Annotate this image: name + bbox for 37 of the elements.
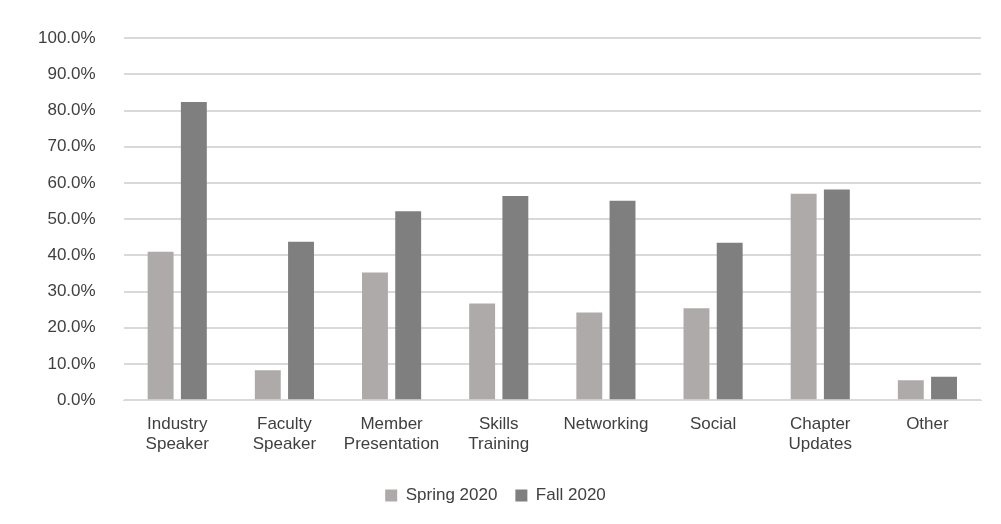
x-tick-label: Member Presentation xyxy=(343,414,440,454)
y-tick-label: 60.0% xyxy=(47,172,96,192)
bar xyxy=(180,101,207,400)
y-tick-label: 40.0% xyxy=(47,245,96,265)
bar xyxy=(683,308,710,400)
y-tick-label: 70.0% xyxy=(47,136,96,156)
bar xyxy=(716,242,743,400)
x-tick-label: Social xyxy=(689,414,737,434)
bar xyxy=(609,200,636,400)
bar xyxy=(823,189,850,400)
y-tick-label: 100.0% xyxy=(37,27,96,47)
legend-label: Fall 2020 xyxy=(535,485,606,505)
y-tick-label: 90.0% xyxy=(47,64,96,84)
x-tick-label: Chapter Updates xyxy=(788,414,852,454)
bar xyxy=(395,211,422,400)
legend-label: Spring 2020 xyxy=(405,485,498,505)
bar xyxy=(254,370,281,400)
y-tick-label: 0.0% xyxy=(56,389,96,409)
bar xyxy=(362,272,388,400)
bar xyxy=(931,376,957,400)
x-tick-label: Industry Speaker xyxy=(145,414,210,454)
y-tick-label: 80.0% xyxy=(47,100,96,120)
bar xyxy=(502,196,529,400)
x-tick-label: Networking xyxy=(563,414,649,434)
bar xyxy=(147,251,174,400)
bar xyxy=(897,380,924,400)
bar xyxy=(288,241,314,400)
bar xyxy=(469,303,496,400)
y-tick-label: 10.0% xyxy=(47,353,96,373)
x-tick-label: Faculty Speaker xyxy=(252,414,317,454)
x-tick-label: Skills Training xyxy=(468,414,530,454)
y-tick-label: 30.0% xyxy=(47,281,96,301)
bar xyxy=(790,193,817,400)
y-tick-label: 50.0% xyxy=(47,208,96,228)
x-tick-label: Other xyxy=(906,414,950,434)
bar xyxy=(576,312,603,400)
y-tick-label: 20.0% xyxy=(47,317,96,337)
